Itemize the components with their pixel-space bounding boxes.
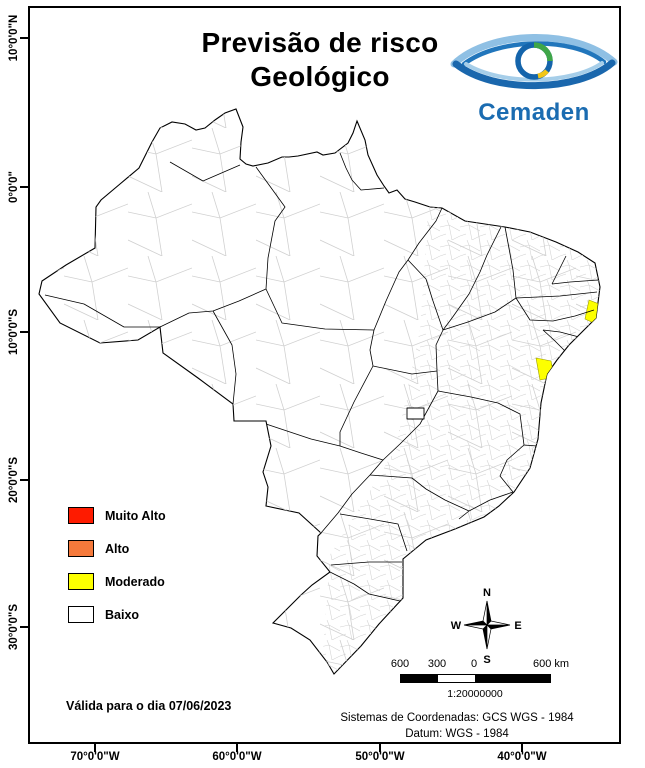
- border-sp-rj: [458, 510, 470, 520]
- border-rr-am: [169, 161, 241, 182]
- border-go-ms: [339, 445, 384, 461]
- border-pa-ma: [407, 207, 443, 261]
- lat-label-10n: 10°0'0"N: [8, 14, 20, 62]
- border-pe-pb: [515, 291, 598, 299]
- lon-label-50w: 50°0'0"W: [355, 751, 405, 763]
- border-ac-am: [44, 294, 160, 328]
- legend-label-baixo: Baixo: [105, 607, 140, 622]
- border-mg-ba: [437, 390, 525, 446]
- legend-label-moderado: Moderado: [105, 574, 165, 589]
- scale-bar-graphic: [400, 674, 551, 683]
- cemaden-logo: Cemaden: [449, 24, 619, 127]
- page-title: Previsão de risco Geológico: [130, 26, 510, 94]
- legend-item-alto: Alto: [68, 532, 166, 565]
- lon-tick: [521, 744, 523, 752]
- scale-label-600-right: 600 km: [532, 658, 570, 670]
- border-rn-pb: [551, 279, 599, 285]
- scale-bar: 600 300 0 600 km 1:20000000: [390, 658, 570, 704]
- lon-label-40w: 40°0'0"W: [497, 751, 547, 763]
- lat-label-0: 0°0'0": [8, 171, 20, 203]
- legend-swatch-baixo: [68, 606, 94, 623]
- scale-label-300: 300: [427, 658, 447, 670]
- scale-ratio: 1:20000000: [447, 688, 503, 700]
- border-ba-west: [435, 329, 444, 392]
- border-es-mg: [499, 444, 525, 493]
- lat-tick: [20, 479, 28, 481]
- legend-item-muito-alto: Muito Alto: [68, 499, 166, 532]
- lat-label-20s: 20°0'0"S: [8, 456, 20, 504]
- lat-tick: [20, 186, 28, 188]
- border-ce-rn: [551, 255, 567, 285]
- compass-west-label: W: [451, 620, 462, 632]
- border-mt-go: [339, 365, 374, 446]
- lat-tick: [20, 331, 28, 333]
- border-al-se: [542, 329, 580, 338]
- border-to-south: [372, 365, 438, 375]
- border-pi-ba: [442, 297, 517, 331]
- compass-south-label: S: [483, 654, 490, 666]
- lat-label-30s: 30°0'0"S: [8, 603, 20, 651]
- lon-label-70w: 70°0'0"W: [70, 751, 120, 763]
- border-pr-sc: [330, 561, 402, 566]
- border-pe-al: [552, 309, 595, 322]
- border-to-mt: [369, 329, 375, 367]
- lat-tick: [20, 37, 28, 39]
- scale-segment-3: [475, 675, 550, 682]
- border-mg-sp: [369, 474, 470, 512]
- lat-label-10s: 10°0'0"S: [8, 308, 20, 356]
- lon-tick: [94, 744, 96, 752]
- coordinate-system-line: Sistemas de Coordenadas: GCS WGS - 1984: [340, 712, 574, 724]
- page-title-line2: Geológico: [250, 61, 390, 93]
- cemaden-eye-icon: [450, 34, 618, 90]
- legend-swatch-muito-alto: [68, 507, 94, 524]
- border-ba-pe: [515, 297, 554, 322]
- scale-label-0: 0: [470, 658, 478, 670]
- border-pa-mt: [265, 288, 375, 331]
- border-mg-rj: [468, 491, 514, 512]
- border-mt-ms: [265, 423, 341, 447]
- lon-label-60w: 60°0'0"W: [212, 751, 262, 763]
- compass-east-label: E: [514, 620, 521, 632]
- border-ms-sp: [320, 459, 384, 534]
- legend-label-alto: Alto: [105, 541, 130, 556]
- border-ba-es: [523, 444, 538, 447]
- scale-segment-2: [438, 675, 475, 682]
- lon-tick: [379, 744, 381, 752]
- border-ma-pi: [442, 226, 502, 331]
- coordinate-system-info: Sistemas de Coordenadas: GCS WGS - 1984 …: [322, 711, 592, 742]
- legend-item-moderado: Moderado: [68, 565, 166, 598]
- compass-north-label: N: [483, 587, 491, 599]
- risk-legend: Muito Alto Alto Moderado Baixo: [68, 499, 166, 631]
- validity-note: Válida para o dia 07/06/2023: [66, 699, 232, 713]
- federal-district-boundary: [406, 407, 425, 420]
- legend-item-baixo: Baixo: [68, 598, 166, 631]
- cemaden-wordmark: Cemaden: [478, 99, 590, 126]
- page-title-line1: Previsão de risco: [201, 27, 439, 58]
- datum-line: Datum: WGS - 1984: [405, 727, 509, 740]
- lat-tick: [20, 626, 28, 628]
- border-go-mg: [382, 390, 439, 461]
- border-pa-to: [373, 259, 409, 331]
- compass-rose: N S E W: [451, 587, 522, 666]
- border-pi-ce: [504, 226, 517, 299]
- legend-swatch-moderado: [68, 573, 94, 590]
- municipality-boundaries-fine: [320, 185, 600, 674]
- border-ro-mt: [212, 310, 237, 405]
- border-sp-pr: [339, 513, 408, 552]
- border-se-ba: [542, 329, 567, 353]
- border-sc-rs: [329, 571, 401, 602]
- scale-segment-1: [401, 675, 438, 682]
- scale-label-600-left: 600: [390, 658, 410, 670]
- legend-label-muito-alto: Muito Alto: [105, 508, 166, 523]
- state-boundaries: [44, 152, 599, 602]
- legend-swatch-alto: [68, 540, 94, 557]
- lon-tick: [236, 744, 238, 752]
- border-am-pa: [255, 166, 286, 290]
- border-ap-pa: [339, 152, 385, 191]
- compass-star: [463, 600, 511, 650]
- border-to-ma: [407, 259, 444, 331]
